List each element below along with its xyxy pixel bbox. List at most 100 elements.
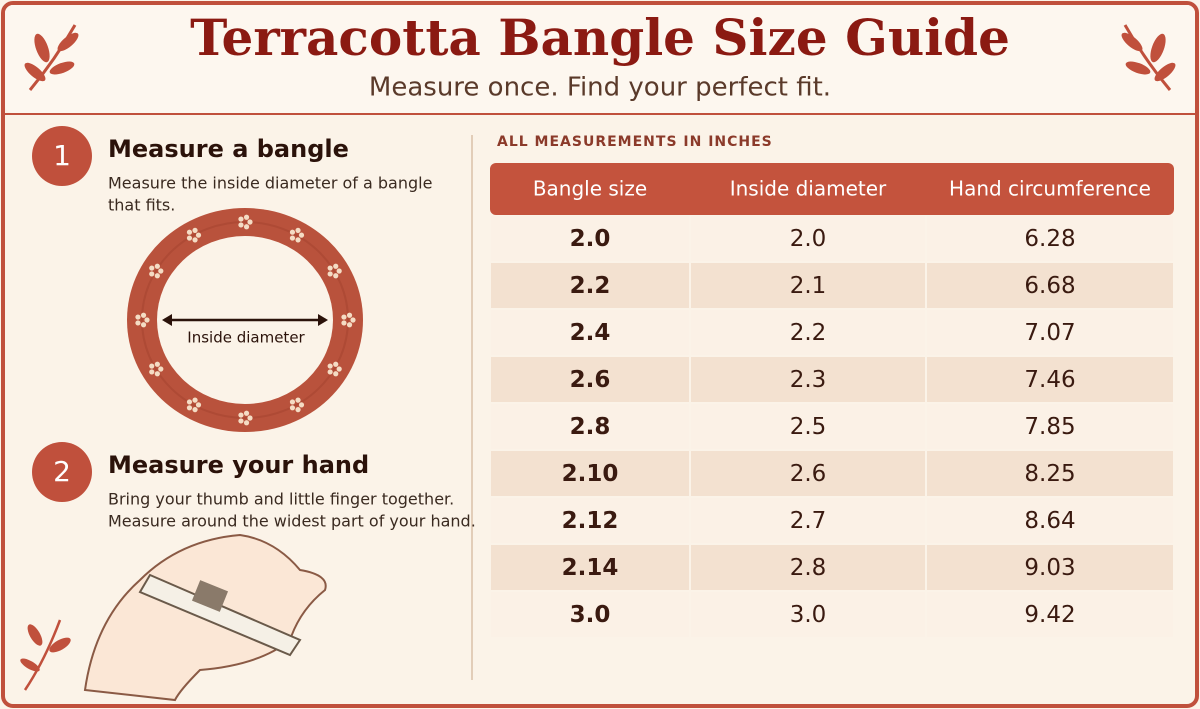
bangle-dot	[327, 363, 333, 369]
bangle-dot	[140, 312, 147, 318]
cell-text: 2.6	[570, 367, 611, 393]
bangle-dot	[186, 229, 193, 235]
bangle-dot	[336, 366, 342, 372]
bangle-dot	[154, 273, 160, 279]
bangle-dot	[327, 369, 333, 375]
cell-text: 8.64	[1024, 508, 1075, 534]
cell-text: 7.07	[1024, 320, 1075, 346]
table-cell	[927, 545, 1173, 590]
table-cell	[927, 451, 1173, 496]
table-cell	[927, 310, 1173, 355]
bangle-dot	[186, 405, 193, 411]
bangle-dot	[243, 410, 250, 416]
cell-text: 6.28	[1024, 226, 1075, 252]
bangle-dot	[327, 271, 333, 277]
table-header	[490, 163, 1174, 215]
bangle-dot	[192, 397, 198, 403]
table-cell	[491, 357, 689, 402]
table-note: ALL MEASUREMENTS IN INCHES	[497, 134, 773, 150]
bangle-dot	[135, 314, 141, 320]
step-title: Measure your hand	[108, 451, 369, 479]
step-text: Measure around the widest part of your h…	[108, 512, 476, 531]
bangle-dot	[298, 232, 305, 238]
bangle-dot	[195, 402, 202, 408]
title: Terracotta Bangle Size Guide	[190, 8, 1010, 67]
column-header: Bangle size	[533, 177, 647, 201]
table-cell	[691, 310, 925, 355]
bangle-dot	[195, 232, 202, 238]
cell-text: 3.0	[570, 602, 611, 628]
subtitle: Measure once. Find your perfect fit.	[369, 73, 831, 103]
cell-text: 2.7	[790, 508, 827, 534]
bangle-dot	[243, 420, 250, 426]
bangle-dot	[295, 407, 301, 413]
cell-text: 2.6	[790, 461, 827, 487]
table-cell	[691, 216, 925, 261]
bangle-dot	[350, 317, 356, 323]
bangle-dot	[144, 317, 150, 323]
bangle-dot	[154, 371, 160, 377]
bangle-dot	[333, 361, 339, 367]
bangle-dot	[238, 222, 244, 228]
bangle-dot	[149, 369, 155, 375]
table-cell	[491, 451, 689, 496]
step-title: Measure a bangle	[108, 135, 349, 163]
table-cell	[691, 404, 925, 449]
step-text: that fits.	[108, 196, 175, 215]
cell-text: 9.42	[1024, 602, 1075, 628]
table-cell	[491, 404, 689, 449]
bangle-dot	[341, 320, 347, 326]
cell-text: 2.2	[570, 273, 611, 299]
table-cell	[927, 357, 1173, 402]
diameter-label: Inside diameter	[187, 329, 305, 347]
cell-text: 2.0	[570, 226, 611, 252]
leaf-decoration	[20, 24, 1176, 691]
table-cell	[691, 357, 925, 402]
bangle-dot	[333, 371, 339, 377]
step-badge	[32, 442, 92, 502]
bangle-dot	[192, 407, 198, 413]
cell-text: 2.8	[570, 414, 611, 440]
bangle-dot	[289, 235, 296, 241]
step-number: 2	[53, 455, 71, 488]
bangle-dot	[135, 320, 141, 326]
bangle-dot	[149, 271, 155, 277]
table-cell	[491, 310, 689, 355]
bangle-dot	[140, 322, 147, 328]
bangle-dot	[238, 412, 244, 418]
cell-text: 2.14	[562, 555, 619, 581]
bangle-dot	[289, 229, 296, 235]
step-number: 1	[53, 139, 71, 172]
bangle-dot	[247, 415, 253, 421]
table-cell	[491, 498, 689, 543]
bangle-dot	[336, 268, 342, 274]
bangle-dot	[154, 263, 160, 269]
table-cell	[691, 263, 925, 308]
bangle-dot	[149, 363, 155, 369]
bangle-dot	[154, 361, 160, 367]
bangle-dot	[158, 366, 164, 372]
table-cell	[491, 216, 689, 261]
cell-text: 9.03	[1024, 555, 1075, 581]
table-cell	[927, 592, 1173, 637]
bangle-dot	[346, 312, 353, 318]
hand-illustration	[83, 533, 327, 702]
table-cell	[927, 263, 1173, 308]
bangle-dot	[289, 399, 296, 405]
cell-text: 7.46	[1024, 367, 1075, 393]
bangle-dot	[243, 214, 250, 220]
bangle-dot	[295, 397, 301, 403]
size-table: Bangle size Inside diameter Hand circumfer…	[490, 163, 1174, 637]
table-cell	[691, 545, 925, 590]
bangle-dot	[186, 399, 193, 405]
table-cell	[691, 498, 925, 543]
column-header: Inside diameter	[730, 177, 887, 201]
bangle-dot	[238, 418, 244, 424]
bangle-dot	[346, 322, 353, 328]
table-cell	[927, 498, 1173, 543]
step-text: Bring your thumb and little finger toget…	[108, 490, 454, 509]
table-cell	[927, 216, 1173, 261]
table-cell	[691, 592, 925, 637]
